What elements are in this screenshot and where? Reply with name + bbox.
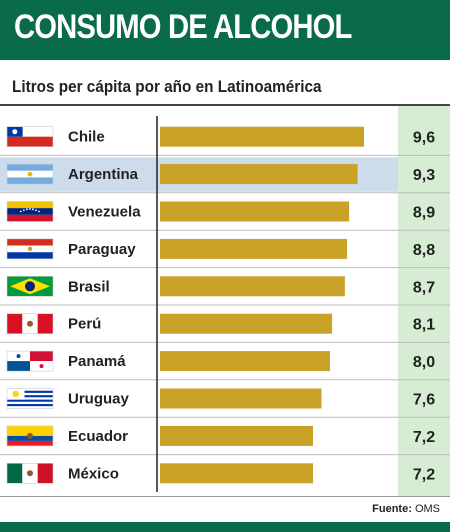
value-label: 9,3: [413, 167, 435, 184]
peru-flag-icon: [6, 313, 54, 334]
value-label: 7,6: [413, 392, 435, 409]
bar: [160, 201, 350, 222]
country-label: Perú: [68, 316, 101, 333]
value-label: 8,1: [413, 317, 435, 334]
subtitle-divider: [0, 104, 450, 106]
bar: [160, 351, 330, 372]
bar: [160, 463, 313, 484]
bottom-bar: [0, 522, 450, 532]
source-label: Fuente:: [372, 503, 412, 515]
country-label: Paraguay: [68, 241, 136, 258]
value-label: 7,2: [413, 429, 435, 446]
footer-divider: [0, 496, 450, 497]
chart-subtitle: Litros per cápita por año en Latinoaméri…: [12, 77, 322, 96]
bar: [160, 126, 364, 147]
source-value: OMS: [414, 503, 440, 515]
paraguay-flag-icon: [6, 238, 54, 260]
value-label: 8,8: [413, 242, 435, 259]
bar: [160, 388, 322, 409]
country-label: Ecuador: [68, 428, 128, 445]
value-label: 8,9: [413, 205, 435, 222]
value-label: 9,6: [413, 130, 435, 147]
bar-chart: Chile 9,6 Argentina 9,3 Venezuela 8,9 Paraguay…: [0, 106, 450, 496]
bar: [160, 276, 345, 297]
country-label: Panamá: [68, 353, 126, 370]
bar: [160, 313, 333, 334]
chile-flag-icon: [6, 126, 54, 148]
page-title: CONSUMO DE ALCOHOL: [14, 8, 352, 46]
ecuador-flag-icon: [6, 425, 54, 447]
panama-flag-icon: [6, 350, 54, 372]
uruguay-flag-icon: [6, 388, 54, 409]
country-label: Chile: [68, 129, 105, 146]
brasil-flag-icon: [6, 276, 54, 297]
country-label: Uruguay: [68, 391, 130, 408]
country-label: México: [68, 465, 119, 482]
venezuela-flag-icon: [6, 201, 54, 222]
value-column-background: [398, 106, 450, 496]
argentina-flag-icon: [6, 163, 54, 185]
country-label: Brasil: [68, 278, 110, 295]
header-banner: CONSUMO DE ALCOHOL: [0, 0, 450, 60]
bar: [160, 164, 358, 185]
bar: [160, 238, 347, 259]
bar: [160, 425, 313, 446]
country-label: Argentina: [68, 166, 139, 183]
mexico-flag-icon: [6, 462, 54, 484]
country-label: Venezuela: [68, 204, 141, 221]
value-label: 8,0: [413, 354, 435, 371]
value-label: 8,7: [413, 279, 435, 296]
source-note: Fuente: OMS: [372, 503, 440, 515]
value-label: 7,2: [413, 466, 435, 483]
